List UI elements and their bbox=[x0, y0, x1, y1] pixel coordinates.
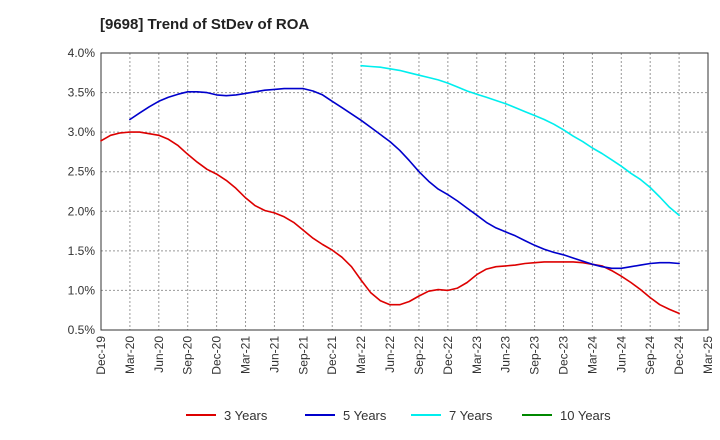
legend: 3 Years 5 Years 7 Years 10 Years bbox=[186, 408, 611, 423]
y-tick-label: 4.0% bbox=[68, 46, 96, 60]
y-tick-label: 1.0% bbox=[68, 283, 96, 297]
x-tick-label: Dec-22 bbox=[441, 336, 455, 375]
x-tick-label: Jun-23 bbox=[499, 336, 513, 373]
x-tick-label: Dec-24 bbox=[672, 336, 686, 375]
y-tick-label: 3.0% bbox=[68, 125, 96, 139]
x-tick-label: Mar-25 bbox=[701, 336, 715, 374]
x-tick-label: Dec-20 bbox=[210, 336, 224, 375]
x-tick-label: Dec-21 bbox=[325, 336, 339, 375]
x-tick-label: Jun-22 bbox=[383, 336, 397, 373]
series-line-7-years bbox=[360, 64, 680, 216]
x-tick-label: Jun-21 bbox=[267, 336, 281, 373]
legend-label-3-years: 3 Years bbox=[224, 408, 268, 423]
x-tick-label: Dec-19 bbox=[94, 336, 108, 375]
x-tick-label: Mar-20 bbox=[123, 336, 137, 374]
x-tick-label: Sep-20 bbox=[181, 336, 195, 375]
legend-label-5-years: 5 Years bbox=[343, 408, 387, 423]
y-tick-label: 3.5% bbox=[68, 86, 96, 100]
x-tick-label: Sep-24 bbox=[643, 336, 657, 375]
x-tick-label: Mar-22 bbox=[354, 336, 368, 374]
x-tick-label: Jun-24 bbox=[614, 336, 628, 373]
y-tick-label: 0.5% bbox=[68, 323, 96, 337]
plot-frame bbox=[100, 52, 709, 331]
x-tick-label: Mar-24 bbox=[585, 336, 599, 374]
x-tick-label: Mar-23 bbox=[470, 336, 484, 374]
y-tick-label: 2.5% bbox=[68, 165, 96, 179]
plot-background bbox=[101, 53, 708, 330]
chart-title: [9698] Trend of StDev of ROA bbox=[100, 16, 310, 33]
legend-label-7-years: 7 Years bbox=[449, 408, 493, 423]
x-tick-label: Dec-23 bbox=[556, 336, 570, 375]
x-tick-label: Sep-22 bbox=[412, 336, 426, 375]
axis-labels: Dec-19 Mar-20 Jun-20 Sep-20 Dec-20 Mar-21 Jun-… bbox=[68, 46, 715, 375]
series-line-5-years bbox=[129, 87, 680, 270]
series-line-3-years bbox=[100, 131, 680, 315]
x-tick-label: Sep-21 bbox=[296, 336, 310, 375]
series-layer bbox=[100, 64, 680, 315]
x-tick-label: Sep-23 bbox=[528, 336, 542, 375]
x-tick-label: Mar-21 bbox=[239, 336, 253, 374]
x-tick-label: Jun-20 bbox=[152, 336, 166, 373]
y-tick-label: 2.0% bbox=[68, 204, 96, 218]
y-tick-label: 1.5% bbox=[68, 244, 96, 258]
legend-label-10-years: 10 Years bbox=[560, 408, 611, 423]
